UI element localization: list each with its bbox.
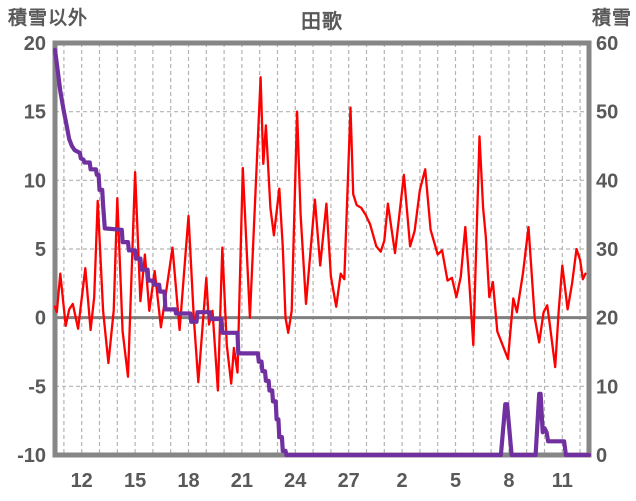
left-axis-tick-label: -5 xyxy=(28,376,46,398)
left-axis-tick-label: 15 xyxy=(24,102,46,124)
x-axis-tick-label: 11 xyxy=(552,470,573,492)
purple-data-line xyxy=(52,47,592,458)
right-axis-title: 積雪 xyxy=(591,8,632,29)
left-axis-tick-label: 0 xyxy=(35,308,46,330)
right-axis-tick-label: 20 xyxy=(596,308,618,330)
x-axis-tick-label: 21 xyxy=(231,470,253,492)
red-data-line xyxy=(53,76,587,392)
x-axis-tick-label: 8 xyxy=(503,470,514,492)
right-axis-tick-label: 60 xyxy=(596,33,618,55)
x-axis-tick-label: 18 xyxy=(177,470,199,492)
left-axis-tick-label: -10 xyxy=(17,445,46,467)
x-axis-tick-label: 27 xyxy=(338,470,360,492)
right-axis-tick-label: 40 xyxy=(596,170,618,192)
x-axis-tick-label: 2 xyxy=(397,470,408,492)
left-axis-tick-label: 10 xyxy=(24,170,46,192)
x-axis-tick-label: 12 xyxy=(71,470,93,492)
chart-title: 田歌 xyxy=(301,11,343,33)
x-axis-tick-label: 24 xyxy=(284,470,307,492)
right-axis-tick-label: 30 xyxy=(596,239,618,261)
x-axis-tick-label: 5 xyxy=(450,470,461,492)
x-axis-tick-label: 15 xyxy=(124,470,146,492)
left-axis-title: 積雪以外 xyxy=(8,8,89,29)
right-axis-tick-label: 0 xyxy=(596,445,607,467)
left-axis-tick-label: 20 xyxy=(24,33,46,55)
right-axis-tick-label: 50 xyxy=(596,102,618,124)
left-axis-tick-label: 5 xyxy=(35,239,46,261)
right-axis-tick-label: 10 xyxy=(596,376,618,398)
